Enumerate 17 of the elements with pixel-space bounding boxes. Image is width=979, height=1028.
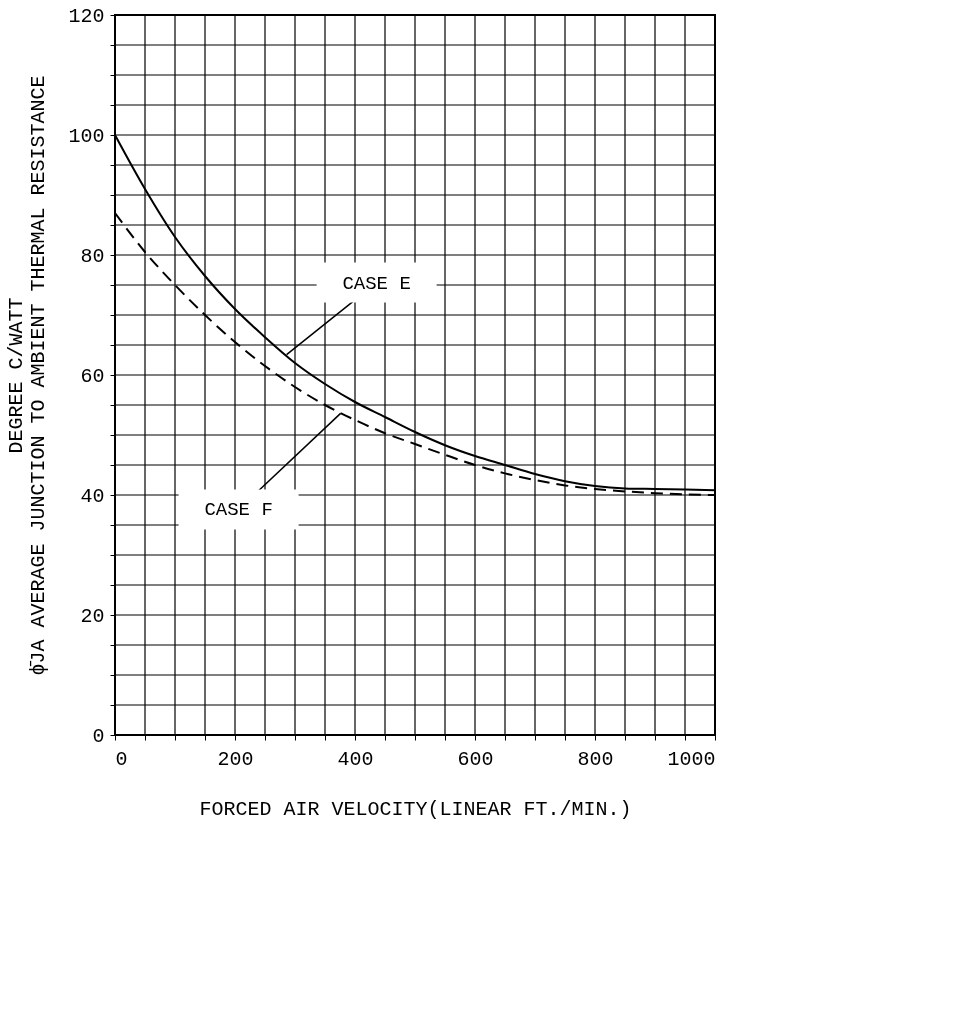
x-tick-label: 1000	[667, 747, 716, 771]
y-tick-label: 0	[92, 724, 105, 748]
y-tick-label: 20	[80, 604, 105, 628]
x-tick-label: 200	[217, 747, 254, 771]
x-tick-label: 600	[457, 747, 494, 771]
y-tick-label: 60	[80, 364, 105, 388]
annotation: CASE F	[204, 499, 273, 522]
y-axis-title: DEGREE C/WATT ϕ̄JA AVERAGE JUNCTION TO AMBIENT THERMAL RESISTANCE	[5, 75, 51, 676]
annotation: CASE E	[342, 272, 411, 295]
x-tick-label: 0	[115, 747, 128, 771]
y-tick-label: 120	[68, 4, 105, 28]
x-axis-title: FORCED AIR VELOCITY(LINEAR FT./MIN.)	[199, 797, 632, 821]
x-tick-label: 400	[337, 747, 374, 771]
y-tick-label: 100	[68, 124, 105, 148]
y-tick-label: 80	[80, 244, 105, 268]
x-tick-label: 800	[577, 747, 614, 771]
y-tick-label: 40	[80, 484, 105, 508]
